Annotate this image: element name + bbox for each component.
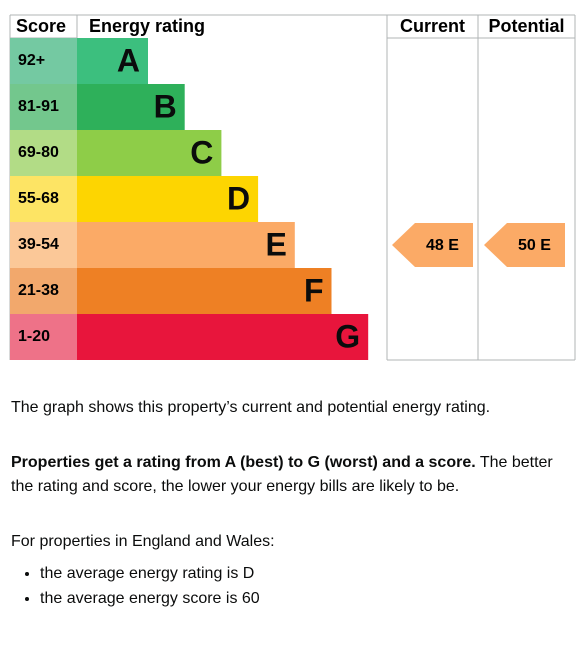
rating-letter: B xyxy=(154,88,177,124)
rating-letter: A xyxy=(117,42,140,78)
score-cell xyxy=(10,222,77,268)
rating-letter: C xyxy=(190,134,213,170)
potential-arrow xyxy=(484,223,565,267)
rating-bar xyxy=(77,176,259,222)
score-cell xyxy=(10,130,77,176)
rating-letter: F xyxy=(304,272,324,308)
header-score: Score xyxy=(16,16,66,36)
potential-label: 50 E xyxy=(518,237,551,254)
score-label: 69-80 xyxy=(18,144,59,161)
score-cell xyxy=(10,84,77,130)
rating-bar xyxy=(77,222,295,268)
rating-explanation: Properties get a rating from A (best) to… xyxy=(11,451,576,499)
rating-bar xyxy=(77,38,148,84)
bullet-item: the average energy score is 60 xyxy=(40,586,580,611)
score-label: 55-68 xyxy=(18,190,59,207)
score-label: 39-54 xyxy=(18,236,59,253)
score-label: 92+ xyxy=(18,52,45,69)
bold-text: Properties get a rating from A (best) to… xyxy=(11,454,476,471)
energy-chart: Score Energy rating Current Potential 92+ A 81… xyxy=(9,14,576,361)
header-potential: Potential xyxy=(488,16,564,36)
rating-letter: E xyxy=(265,226,286,262)
rating-bar xyxy=(77,268,332,314)
score-cell xyxy=(10,38,77,84)
score-label: 21-38 xyxy=(18,282,59,299)
explanation-text: The better the rating and score, the low… xyxy=(11,454,553,495)
score-label: 1-20 xyxy=(18,328,50,345)
rating-letter: D xyxy=(227,180,250,216)
score-cell xyxy=(10,176,77,222)
rating-bar xyxy=(77,130,222,176)
score-cell xyxy=(10,314,77,360)
rating-letter: G xyxy=(335,318,360,354)
intro-text: The graph shows this property’s current … xyxy=(11,399,491,416)
rating-bar xyxy=(77,84,185,130)
score-label: 81-91 xyxy=(18,98,59,115)
current-arrow xyxy=(392,223,473,267)
region-text: For properties in England and Wales: xyxy=(11,533,275,550)
rating-bar xyxy=(77,314,369,360)
current-label: 48 E xyxy=(426,237,459,254)
bullet-item: the average energy rating is D xyxy=(40,561,580,586)
bullet-list: the average energy rating is D the avera… xyxy=(0,561,580,611)
header-rating: Energy rating xyxy=(89,16,205,36)
score-cell xyxy=(10,268,77,314)
header-current: Current xyxy=(400,16,465,36)
